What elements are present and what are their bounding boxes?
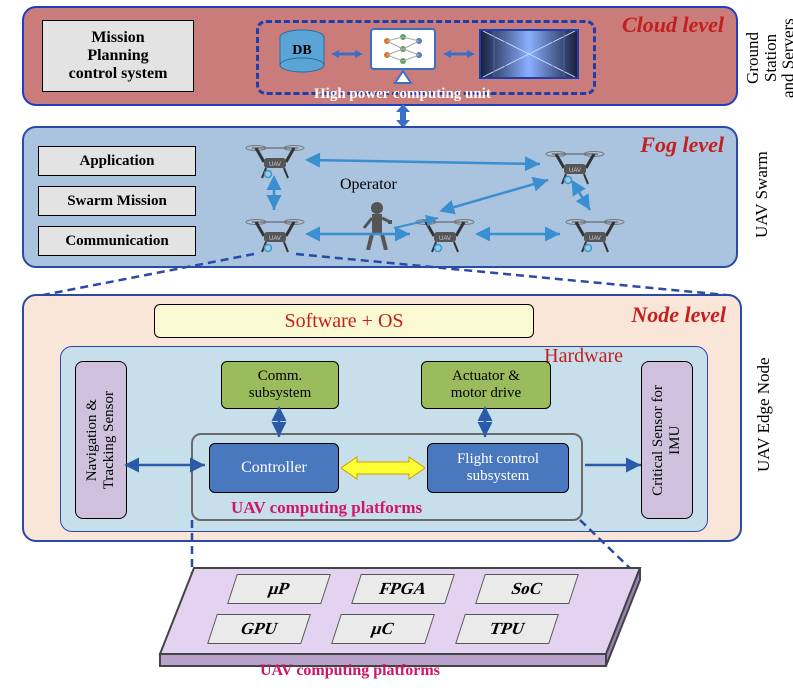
node-layer: Node level Software + OS Hardware Naviga… xyxy=(22,294,742,542)
fog-layer: Fog level Application Swarm Mission Comm… xyxy=(22,126,738,268)
chip-uc: μC xyxy=(331,614,435,644)
chip-tpu: TPU xyxy=(455,614,559,644)
db-icon: DB xyxy=(277,29,327,73)
hardware-container: Hardware Navigation & Tracking Sensor Cr… xyxy=(60,346,708,532)
fog-level-label: Fog level xyxy=(640,132,724,158)
flight-control-box: Flight control subsystem xyxy=(427,443,569,493)
software-os-label: Software + OS xyxy=(284,310,403,333)
chip-gpu: GPU xyxy=(207,614,311,644)
cloud-level-label: Cloud level xyxy=(622,12,724,38)
nav-sensor-label: Navigation & Tracking Sensor xyxy=(84,391,118,489)
drone-2: UAV xyxy=(244,214,306,254)
svg-text:UAV: UAV xyxy=(269,236,281,242)
ml-screen-icon xyxy=(367,27,439,85)
svg-text:UAV: UAV xyxy=(269,162,281,168)
actuator-box: Actuator & motor drive xyxy=(421,361,551,409)
platforms-label: UAV computing platforms xyxy=(231,498,422,518)
drone-1: UAV xyxy=(244,140,306,180)
platforms-caption: UAV computing platforms xyxy=(260,662,440,680)
node-side-label: UAV Edge Node xyxy=(754,330,774,500)
operator-label: Operator xyxy=(340,176,397,194)
drone-3: UAV xyxy=(414,214,476,254)
node-level-label: Node level xyxy=(631,302,726,328)
drone-4: UAV xyxy=(544,146,606,186)
arrow-db-ml xyxy=(331,47,363,59)
imu-sensor-label: Critical Sensor for IMU xyxy=(650,385,684,496)
operator-icon xyxy=(362,200,392,250)
mission-planning-box: Mission Planning control system xyxy=(42,20,194,92)
hardware-label: Hardware xyxy=(544,345,623,368)
fog-box-comm: Communication xyxy=(38,226,196,256)
hp-computing-unit: DB xyxy=(256,20,596,95)
cloud-side-label: Ground Station and Servers xyxy=(744,6,793,110)
software-os-box: Software + OS xyxy=(154,304,534,338)
arrow-ml-server xyxy=(443,47,475,59)
arrow-cloud-fog xyxy=(394,104,412,128)
nav-sensor-box: Navigation & Tracking Sensor xyxy=(75,361,127,519)
fog-box-swarm: Swarm Mission xyxy=(38,186,196,216)
svg-text:UAV: UAV xyxy=(569,168,581,174)
chip-up: μP xyxy=(227,574,331,604)
comm-subsystem-box: Comm. subsystem xyxy=(221,361,339,409)
yellow-arrow xyxy=(341,455,425,481)
server-room-icon xyxy=(479,29,579,79)
fog-side-label: UAV Swarm xyxy=(752,140,772,250)
chip-fpga: FPGA xyxy=(351,574,455,604)
imu-sensor-box: Critical Sensor for IMU xyxy=(641,361,693,519)
controller-box: Controller xyxy=(209,443,339,493)
svg-text:UAV: UAV xyxy=(439,236,451,242)
fog-box-application: Application xyxy=(38,146,196,176)
db-label: DB xyxy=(277,43,327,59)
svg-text:UAV: UAV xyxy=(589,236,601,242)
computing-outline: Controller Flight control subsystem UAV … xyxy=(191,433,583,521)
chip-soc: SoC xyxy=(475,574,579,604)
cloud-layer: Cloud level Mission Planning control sys… xyxy=(22,6,738,106)
drone-5: UAV xyxy=(564,214,626,254)
chip-platform: μP FPGA SoC GPU μC TPU UAV computing pla… xyxy=(140,554,660,682)
hp-computing-caption: High power computing unit xyxy=(314,86,491,103)
